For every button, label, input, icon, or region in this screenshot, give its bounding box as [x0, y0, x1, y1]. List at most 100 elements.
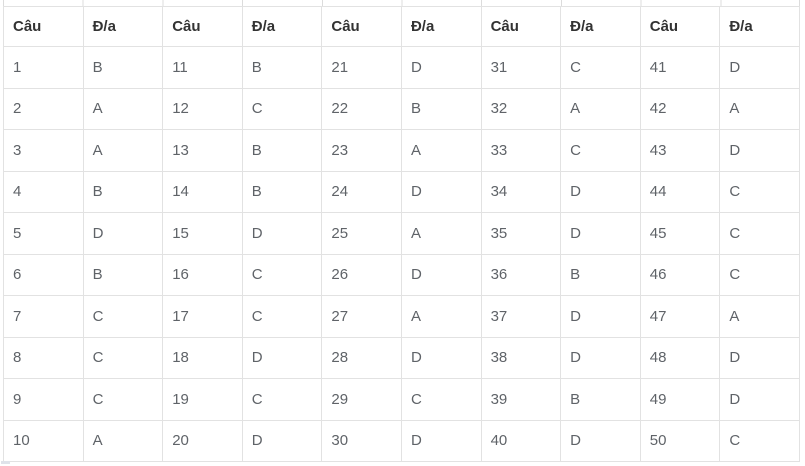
question-number-cell: 37	[480, 295, 562, 338]
question-number-cell: 13	[162, 129, 243, 172]
answer-cell: C	[241, 295, 323, 338]
answer-cell: B	[241, 129, 323, 172]
answer-cell: A	[400, 212, 482, 255]
question-number-cell: 44	[639, 170, 721, 213]
question-number-cell: 48	[639, 336, 721, 379]
question-number-cell: 1	[3, 46, 84, 89]
answer-cell: B	[560, 253, 641, 296]
question-number-cell: 28	[321, 336, 402, 379]
answer-cell: A	[82, 87, 164, 130]
question-number-cell: 11	[162, 46, 243, 89]
column-header-question: Câu	[639, 6, 721, 47]
table-row: 3 A 13 B 23 A 33 C 43 D	[3, 129, 800, 172]
question-number-cell: 21	[321, 46, 402, 89]
answer-cell: D	[560, 336, 641, 379]
answer-cell: A	[560, 87, 641, 130]
answer-cell: C	[719, 170, 800, 213]
column-header-answer: Đ/a	[241, 6, 323, 47]
question-number-cell: 39	[480, 378, 562, 421]
answer-cell: C	[719, 253, 800, 296]
answer-cell: D	[560, 295, 641, 338]
table-row: 8 C 18 D 28 D 38 D 48 D	[3, 336, 800, 379]
answer-cell: D	[560, 170, 641, 213]
answer-cell: A	[719, 87, 800, 130]
answer-cell: C	[560, 129, 641, 172]
answer-cell: A	[82, 129, 164, 172]
answer-cell: D	[560, 419, 641, 462]
answer-key-table: Câu Đ/a Câu Đ/a Câu Đ/a Câu Đ/a Câu Đ/a 1 B 11 B 21 D 3…	[3, 6, 800, 462]
answer-cell: B	[241, 46, 323, 89]
question-number-cell: 3	[3, 129, 84, 172]
question-number-cell: 16	[162, 253, 243, 296]
answer-cell: D	[719, 129, 800, 172]
question-number-cell: 36	[480, 253, 562, 296]
answer-cell: D	[400, 253, 482, 296]
table-body: 1 B 11 B 21 D 31 C 41 D 2 A 12 C 22 B 32 A 42 A 3 A 13 B 23 A 33 C 4…	[3, 46, 800, 462]
question-number-cell: 19	[162, 378, 243, 421]
answer-cell: D	[400, 336, 482, 379]
question-number-cell: 34	[480, 170, 562, 213]
question-number-cell: 35	[480, 212, 562, 255]
answer-cell: D	[241, 336, 323, 379]
question-number-cell: 17	[162, 295, 243, 338]
answer-cell: C	[719, 212, 800, 255]
question-number-cell: 43	[639, 129, 721, 172]
table-row: 1 B 11 B 21 D 31 C 41 D	[3, 46, 800, 89]
question-number-cell: 24	[321, 170, 402, 213]
table-header: Câu Đ/a Câu Đ/a Câu Đ/a Câu Đ/a Câu Đ/a	[3, 6, 800, 47]
question-number-cell: 30	[321, 419, 402, 462]
answer-cell: D	[719, 46, 800, 89]
answer-cell: D	[400, 419, 482, 462]
question-number-cell: 9	[3, 378, 84, 421]
question-number-cell: 25	[321, 212, 402, 255]
answer-cell: B	[560, 378, 641, 421]
answer-cell: A	[82, 419, 164, 462]
question-number-cell: 49	[639, 378, 721, 421]
answer-cell: B	[400, 87, 482, 130]
column-header-answer: Đ/a	[82, 6, 164, 47]
question-number-cell: 27	[321, 295, 402, 338]
question-number-cell: 23	[321, 129, 402, 172]
question-number-cell: 45	[639, 212, 721, 255]
question-number-cell: 5	[3, 212, 84, 255]
answer-cell: C	[400, 378, 482, 421]
answer-cell: D	[241, 419, 323, 462]
answer-cell: D	[560, 212, 641, 255]
question-number-cell: 12	[162, 87, 243, 130]
answer-cell: B	[82, 253, 164, 296]
answer-cell: C	[719, 419, 800, 462]
question-number-cell: 46	[639, 253, 721, 296]
table-row: 5 D 15 D 25 A 35 D 45 C	[3, 212, 800, 255]
table-row: 9 C 19 C 29 C 39 B 49 D	[3, 378, 800, 421]
question-number-cell: 32	[480, 87, 562, 130]
answer-cell: A	[719, 295, 800, 338]
answer-cell: D	[400, 170, 482, 213]
answer-cell: C	[241, 87, 323, 130]
question-number-cell: 18	[162, 336, 243, 379]
question-number-cell: 33	[480, 129, 562, 172]
answer-cell: D	[82, 212, 164, 255]
answer-cell: D	[719, 378, 800, 421]
question-number-cell: 20	[162, 419, 243, 462]
answer-cell: D	[400, 46, 482, 89]
question-number-cell: 42	[639, 87, 721, 130]
question-number-cell: 14	[162, 170, 243, 213]
question-number-cell: 6	[3, 253, 84, 296]
answer-cell: C	[241, 378, 323, 421]
answer-cell: C	[82, 336, 164, 379]
question-number-cell: 40	[480, 419, 562, 462]
question-number-cell: 50	[639, 419, 721, 462]
answer-cell: C	[560, 46, 641, 89]
answer-cell: B	[241, 170, 323, 213]
question-number-cell: 4	[3, 170, 84, 213]
question-number-cell: 29	[321, 378, 402, 421]
table-row: 10 A 20 D 30 D 40 D 50 C	[3, 419, 800, 462]
question-number-cell: 31	[480, 46, 562, 89]
question-number-cell: 41	[639, 46, 721, 89]
question-number-cell: 8	[3, 336, 84, 379]
column-header-answer: Đ/a	[719, 6, 800, 47]
table-row: 4 B 14 B 24 D 34 D 44 C	[3, 170, 800, 213]
header-row: Câu Đ/a Câu Đ/a Câu Đ/a Câu Đ/a Câu Đ/a	[3, 6, 800, 47]
answer-cell: D	[719, 336, 800, 379]
